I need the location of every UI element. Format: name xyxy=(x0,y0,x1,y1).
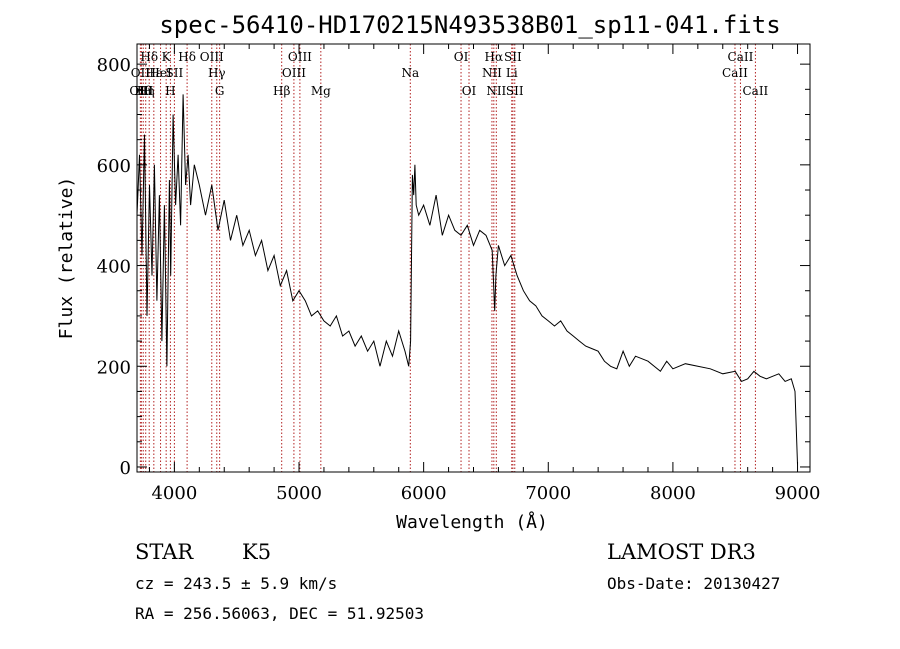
x-axis-ticks: 4000 5000 6000 7000 8000 9000 xyxy=(148,44,821,504)
survey-name: LAMOST DR3 xyxy=(607,540,756,564)
chart-title: spec-56410-HD170215N493538B01_sp11-041.f… xyxy=(159,11,780,39)
line-label: OIII xyxy=(129,84,153,98)
x-tick-label: 4000 xyxy=(151,483,197,504)
emission-line-markers xyxy=(139,44,756,472)
line-label: OII xyxy=(131,66,151,80)
line-label: Hδ xyxy=(140,50,158,64)
spectrum-line xyxy=(136,94,798,465)
line-label: Li xyxy=(506,66,518,80)
line-label: NII xyxy=(482,66,502,80)
x-tick-label: 6000 xyxy=(401,483,447,504)
line-label: OIII xyxy=(282,66,306,80)
line-label: K xyxy=(162,50,172,64)
line-label: OIII xyxy=(288,50,312,64)
line-label: HeI xyxy=(149,66,172,80)
line-label: SII xyxy=(504,50,522,64)
line-label: NII xyxy=(486,84,506,98)
line-label: H xyxy=(165,84,175,98)
line-label: Hθ xyxy=(134,84,152,98)
line-label: G xyxy=(215,84,225,98)
line-label: OIII xyxy=(200,50,224,64)
plot-frame xyxy=(136,43,811,473)
x-tick-label: 5000 xyxy=(276,483,322,504)
x-tick-label: 8000 xyxy=(650,483,696,504)
y-axis-ticks: 0 200 400 600 800 xyxy=(97,55,810,479)
line-label: OI xyxy=(462,84,477,98)
observation-date: Obs-Date: 20130427 xyxy=(607,574,781,593)
object-subclass: K5 xyxy=(242,540,272,564)
x-tick-label: 7000 xyxy=(525,483,571,504)
object-class: STAR xyxy=(135,540,194,564)
y-tick-label: 400 xyxy=(97,257,131,278)
line-label: Na xyxy=(401,66,419,80)
y-tick-label: 0 xyxy=(120,458,131,479)
line-label: Hε xyxy=(145,66,162,80)
y-tick-label: 600 xyxy=(97,156,131,177)
y-tick-label: 800 xyxy=(97,55,131,76)
line-label: OI xyxy=(454,50,469,64)
line-label: Hβ xyxy=(273,84,290,98)
line-label: SII xyxy=(506,84,524,98)
line-label: CaII xyxy=(728,50,754,64)
redshift-cz: cz = 243.5 ± 5.9 km/s xyxy=(135,574,338,593)
line-label: Hα xyxy=(485,50,504,64)
line-label: Hδ xyxy=(178,50,196,64)
line-label: Hγ xyxy=(208,66,226,80)
line-label: CaII xyxy=(722,66,748,80)
x-tick-label: 9000 xyxy=(775,483,821,504)
coordinates: RA = 256.56063, DEC = 51.92503 xyxy=(135,604,424,623)
spectrum-chart: spec-56410-HD170215N493538B01_sp11-041.f… xyxy=(56,11,821,533)
line-label: Hη xyxy=(137,84,155,98)
x-axis-label: Wavelength (Å) xyxy=(396,511,548,533)
line-label: Mg xyxy=(311,84,331,98)
line-label: CaII xyxy=(742,84,768,98)
y-tick-label: 200 xyxy=(97,357,131,378)
y-axis-label: Flux (relative) xyxy=(56,177,77,340)
line-label: SII xyxy=(166,66,184,80)
